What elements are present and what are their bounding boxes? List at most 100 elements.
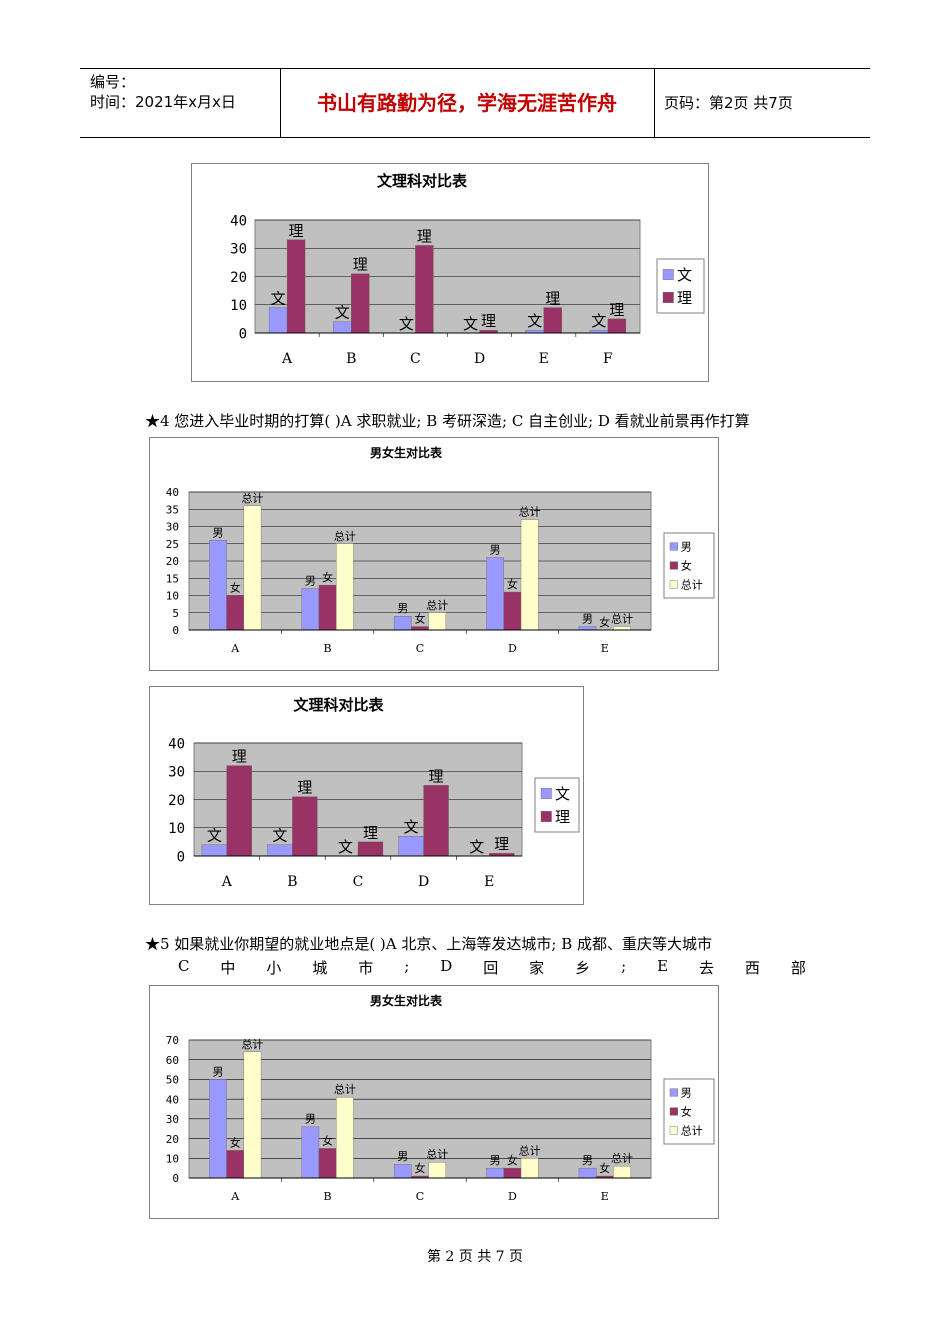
bar-女 (503, 1167, 522, 1179)
x-category-label: A (230, 642, 240, 655)
y-tick-label: 30 (168, 765, 185, 781)
data-label: 女 (415, 612, 426, 626)
y-tick-label: 0 (172, 1172, 179, 1185)
data-label: 女 (599, 1161, 610, 1175)
header-left-cell: 编号： 时间：2021年x月x日 (80, 69, 281, 137)
y-tick-label: 0 (172, 624, 179, 637)
data-label: 总计 (611, 612, 633, 626)
question-5-option-char: D (440, 957, 453, 975)
question-5-options: C 中 小 城 市; D 回 家 乡; E 去 西 部 (178, 957, 806, 978)
data-label: 男 (582, 1154, 593, 1167)
bar-男 (301, 1126, 320, 1179)
chart-title: 男女生对比表 (370, 445, 443, 460)
bar-男 (393, 1163, 412, 1179)
data-label: 文 (469, 838, 484, 856)
data-label: 文 (338, 838, 353, 856)
bar-男 (578, 1167, 597, 1179)
bar-文 (201, 844, 228, 857)
bar-女 (503, 591, 522, 631)
y-tick-label: 40 (166, 486, 179, 499)
data-label: 女 (507, 1153, 518, 1167)
bar-理 (357, 841, 384, 857)
y-tick-label: 10 (166, 590, 179, 603)
bar-女 (226, 1150, 245, 1179)
question-5-option-char: 中 (220, 959, 236, 977)
data-label: 文 (591, 312, 606, 330)
data-label: 文 (404, 818, 419, 836)
bar-男 (486, 1167, 504, 1179)
x-category-label: B (324, 1190, 332, 1203)
data-label: 男 (397, 602, 408, 615)
bar-总计 (336, 1096, 354, 1179)
data-label: 男 (397, 1150, 408, 1163)
question-5-option-char: 家 (529, 959, 545, 977)
question-5-option-char: ; (404, 957, 410, 975)
data-label: 理 (297, 779, 312, 797)
bar-男 (578, 626, 597, 631)
time-label: 时间：2021年x月x日 (90, 93, 236, 111)
data-label: 文 (463, 315, 478, 333)
data-label: 女 (322, 570, 333, 584)
legend-swatch (669, 1126, 678, 1135)
x-category-label: E (484, 874, 494, 890)
bar-女 (318, 584, 337, 631)
question-4: ★4 您进入毕业时期的打算( )A 求职就业; B 考研深造; C 自主创业; … (145, 412, 750, 430)
y-tick-label: 10 (230, 298, 247, 314)
bar-总计 (613, 1165, 631, 1179)
motto: 书山有路勤为径，学海无涯苦作舟 (280, 69, 655, 137)
x-category-label: A (221, 874, 233, 890)
bar-理 (226, 765, 252, 857)
bar-男 (486, 557, 504, 631)
x-category-label: D (508, 1190, 517, 1203)
legend-label: 总计 (681, 578, 703, 592)
chart-title: 文理科对比表 (377, 172, 468, 190)
data-label: 男 (490, 1154, 501, 1167)
data-label: 总计 (519, 505, 541, 519)
legend-label: 男 (681, 541, 692, 554)
x-category-label: E (601, 1190, 609, 1203)
bar-文 (333, 321, 352, 334)
y-tick-label: 50 (166, 1074, 179, 1087)
legend-swatch (540, 811, 552, 822)
y-tick-label: 40 (230, 213, 247, 229)
data-label: 女 (230, 581, 241, 595)
footer-page-number: 第 2 页 共 7 页 (426, 1249, 524, 1265)
bar-总计 (243, 505, 262, 631)
legend-label: 女 (681, 559, 692, 573)
bar-男 (209, 1079, 227, 1179)
legend-label: 男 (681, 1087, 692, 1100)
bar-文 (268, 307, 288, 334)
header-table: 编号： 时间：2021年x月x日 书山有路勤为径，学海无涯苦作舟 页码：第2页 … (80, 68, 870, 138)
x-category-label: C (416, 642, 424, 655)
data-label: 文 (271, 290, 286, 308)
bar-理 (351, 273, 370, 334)
data-label: 总计 (241, 1037, 263, 1051)
bar-女 (411, 626, 429, 631)
chart-3: 文理科对比表 0 10 20 30 40 A 文理 B 文理 C 文理 D 文理 E 文理文理 (149, 686, 584, 905)
legend-label: 女 (681, 1105, 692, 1119)
bar-女 (318, 1148, 337, 1179)
data-label: 理 (417, 227, 432, 245)
x-category-label: E (601, 642, 609, 655)
x-category-label: A (230, 1190, 240, 1203)
number-label: 编号： (90, 73, 136, 91)
page-label: 页码：第2页 共7页 (664, 94, 793, 112)
data-label: 理 (609, 301, 624, 319)
y-tick-label: 0 (177, 849, 185, 865)
x-category-label: B (287, 874, 297, 890)
x-category-label: D (474, 351, 485, 367)
x-category-label: B (346, 351, 356, 367)
y-tick-label: 30 (166, 521, 179, 534)
data-label: 理 (363, 824, 378, 842)
y-tick-label: 20 (166, 1133, 179, 1146)
x-category-label: E (539, 351, 549, 367)
data-label: 总计 (334, 1082, 356, 1096)
question-5-option-char: E (657, 957, 669, 975)
data-label: 总计 (519, 1143, 541, 1157)
chart-title: 文理科对比表 (293, 696, 384, 714)
bar-文 (398, 836, 424, 857)
legend-box (656, 258, 705, 314)
y-tick-label: 15 (166, 572, 179, 585)
question-5-option-char: 部 (790, 959, 806, 977)
bar-总计 (243, 1051, 262, 1179)
